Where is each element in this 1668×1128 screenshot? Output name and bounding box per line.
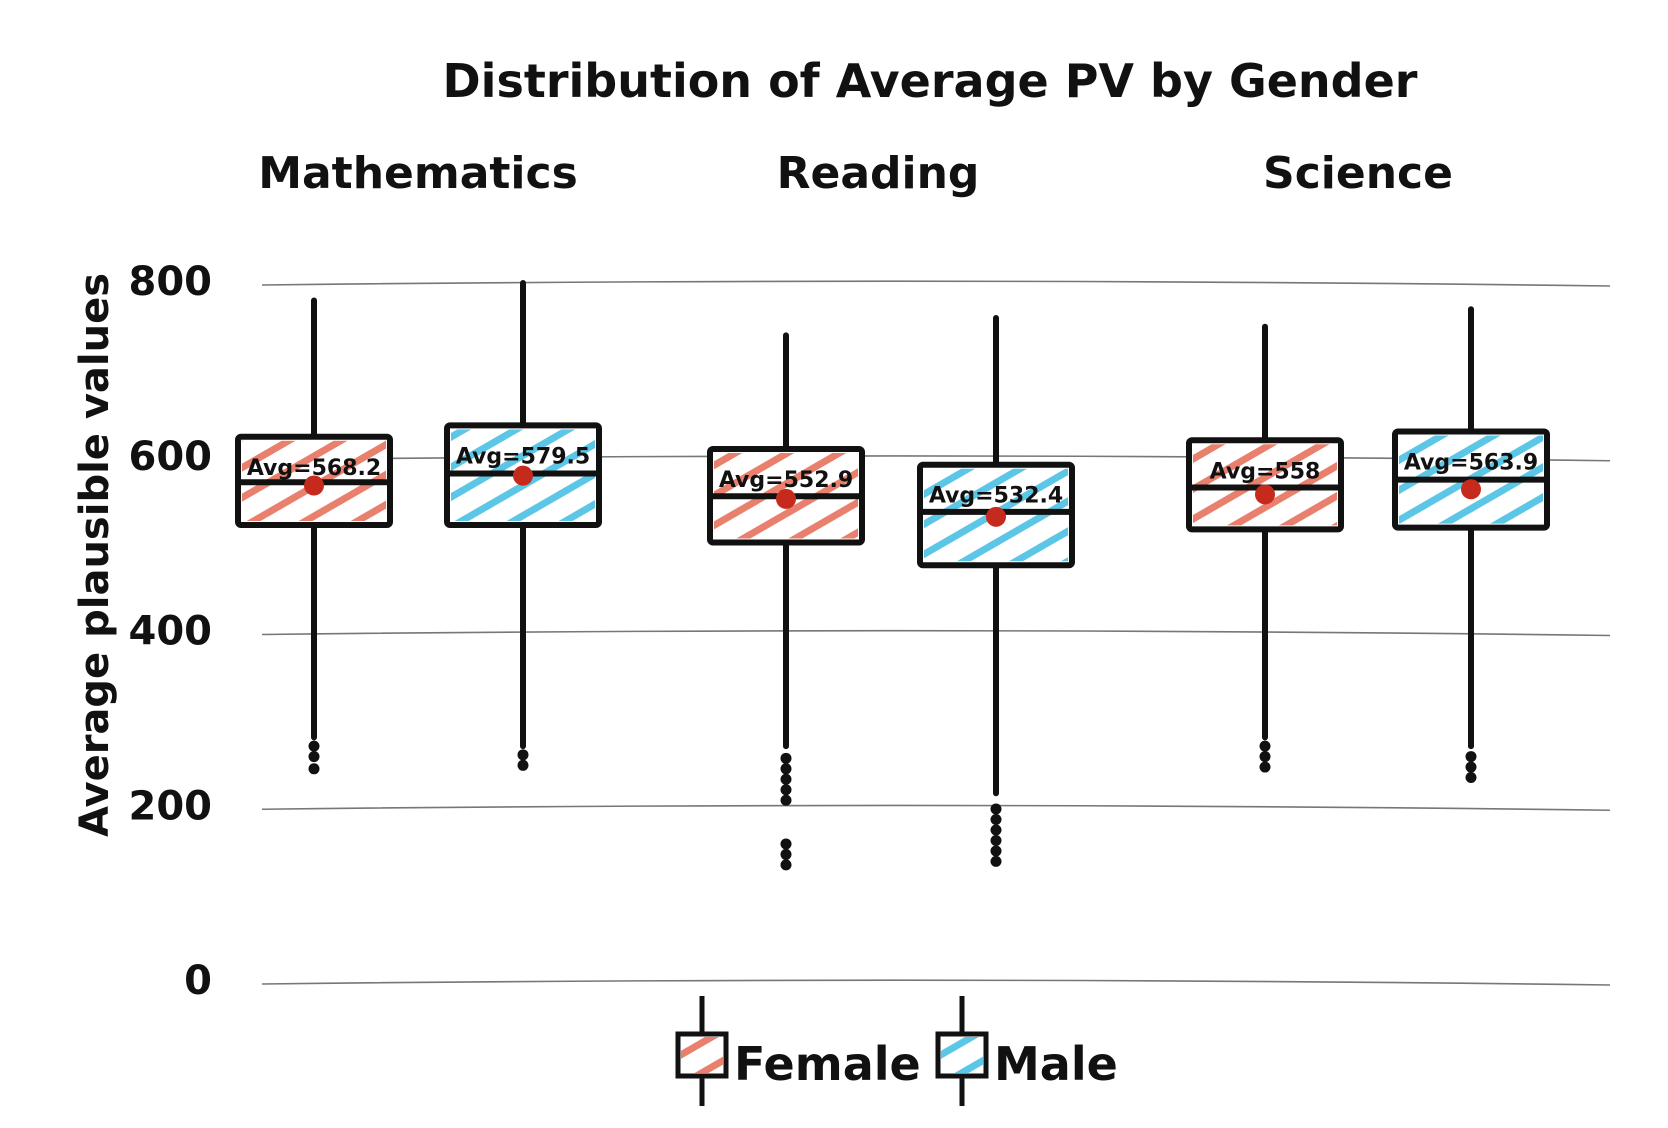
mean-point-mathematics-male — [513, 465, 533, 486]
outlier-reading-male-1 — [990, 813, 1002, 825]
legend-item-female: Female — [675, 996, 921, 1106]
panel-titles: Mathematics Reading Science — [258, 148, 1453, 199]
avg-label-mathematics-female: Avg=568.2 — [247, 456, 381, 481]
legend-swatch-border-male — [935, 1031, 989, 1079]
panel-title-reading: Reading — [777, 148, 980, 199]
chart-title: Distribution of Average PV by Gender — [443, 54, 1418, 108]
outlier-reading-female-0 — [780, 752, 792, 764]
outlier-science-male-2 — [1465, 772, 1477, 784]
outlier-reading-female-5 — [780, 838, 792, 850]
outlier-reading-male-0 — [990, 803, 1002, 815]
y-tick-label-200: 200 — [129, 783, 213, 829]
outlier-science-female-1 — [1259, 751, 1271, 763]
outlier-reading-male-2 — [990, 824, 1002, 836]
outlier-mathematics-female-2 — [308, 763, 320, 775]
mean-point-reading-female — [776, 488, 796, 509]
gridline-800 — [261, 280, 1611, 287]
gridline-200 — [261, 804, 1611, 812]
outlier-reading-female-6 — [780, 848, 792, 860]
avg-label-mathematics-male: Avg=579.5 — [456, 444, 590, 469]
outlier-science-male-1 — [1465, 761, 1477, 773]
box-plot-reading-male: Avg=532.4 — [917, 314, 1075, 867]
box-plot-science-female: Avg=558 — [1186, 323, 1344, 773]
box-reading-male — [917, 461, 1075, 569]
outlier-reading-female-4 — [780, 794, 792, 806]
legend-swatch-border-female — [675, 1031, 729, 1079]
outlier-mathematics-male-1 — [517, 759, 529, 771]
outlier-reading-female-2 — [780, 773, 792, 785]
avg-label-reading-female: Avg=552.9 — [719, 468, 853, 493]
outlier-science-male-0 — [1465, 751, 1477, 763]
gridline-0 — [261, 979, 1611, 986]
y-tick-label-0: 0 — [184, 958, 212, 1004]
avg-label-reading-male: Avg=532.4 — [929, 484, 1063, 509]
outlier-reading-female-1 — [780, 763, 792, 775]
y-tick-labels: 0 200 400 600 800 — [129, 259, 213, 1004]
box-plot-science-male: Avg=563.9 — [1392, 306, 1550, 784]
mean-point-reading-male — [986, 506, 1006, 527]
mean-point-mathematics-female — [304, 475, 324, 496]
legend-swatch-female — [681, 1037, 723, 1073]
box-plot-mathematics-female: Avg=568.2 — [235, 297, 393, 775]
outlier-reading-male-3 — [990, 834, 1002, 846]
y-tick-label-400: 400 — [129, 609, 213, 655]
mean-point-science-male — [1461, 479, 1481, 500]
legend-swatch-male — [941, 1037, 983, 1073]
y-tick-label-800: 800 — [129, 259, 213, 305]
gridline-400 — [261, 629, 1611, 637]
outlier-science-female-2 — [1259, 761, 1271, 773]
outlier-reading-female-3 — [780, 784, 792, 796]
outlier-reading-female-7 — [780, 859, 792, 871]
box-plot-reading-female: Avg=552.9 — [707, 332, 865, 871]
outlier-reading-male-5 — [990, 855, 1002, 867]
y-tick-label-600: 600 — [129, 434, 213, 480]
legend-label-male: Male — [994, 1037, 1118, 1091]
legend-item-male: Male — [935, 996, 1118, 1106]
box-plots: Avg=568.2 Avg=579.5 Avg=552.9 Avg=532.4 Avg=… — [235, 280, 1550, 871]
outlier-mathematics-female-1 — [308, 751, 320, 763]
gridlines — [261, 280, 1611, 986]
legend: Female Male — [675, 996, 1118, 1106]
outlier-mathematics-female-0 — [308, 740, 320, 752]
legend-label-female: Female — [734, 1037, 921, 1091]
y-axis-label: Average plausible values — [72, 273, 118, 837]
outlier-science-female-0 — [1259, 740, 1271, 752]
panel-title-mathematics: Mathematics — [258, 148, 578, 199]
outlier-mathematics-male-0 — [517, 749, 529, 761]
outlier-reading-male-4 — [990, 845, 1002, 857]
mean-point-science-female — [1255, 484, 1275, 505]
box-plot-mathematics-male: Avg=579.5 — [444, 280, 602, 771]
avg-label-science-female: Avg=558 — [1210, 459, 1321, 484]
panel-title-science: Science — [1263, 148, 1453, 199]
avg-label-science-male: Avg=563.9 — [1404, 451, 1538, 476]
